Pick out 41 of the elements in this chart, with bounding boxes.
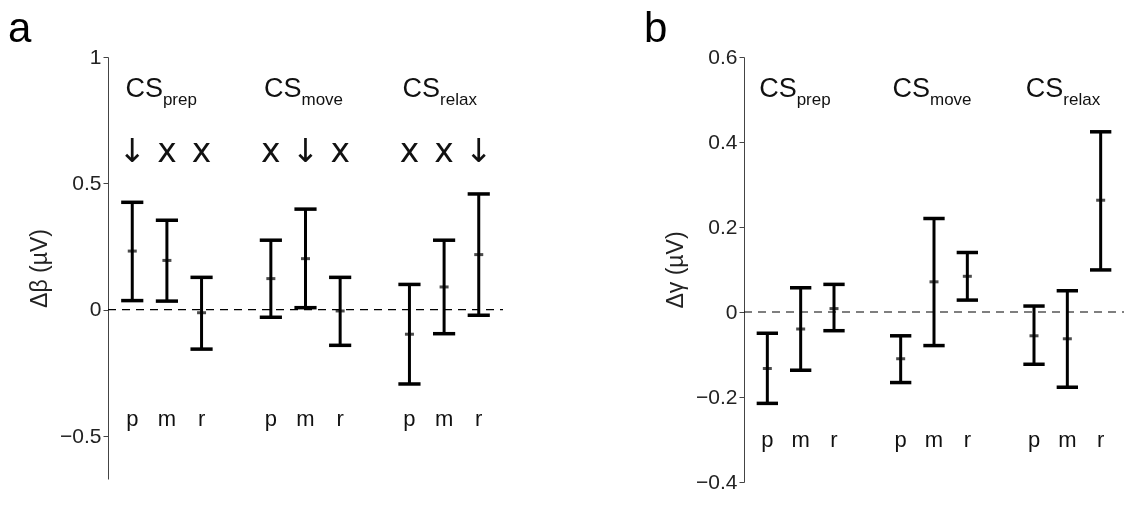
annotation: x — [399, 131, 420, 170]
annotation: x — [157, 131, 177, 170]
x-tick-label: m — [791, 427, 810, 452]
y-tick-label: 0.2 — [708, 214, 738, 238]
y-tick-label: 1 — [89, 44, 102, 68]
x-tick-label: p — [403, 406, 416, 431]
x-tick-label: m — [434, 406, 454, 431]
y-axis-title: Δγ (µV) — [662, 231, 689, 309]
y-tick-label: −0.5 — [60, 423, 102, 447]
annotation: x — [261, 131, 281, 170]
x-tick-label: r — [1097, 427, 1105, 452]
y-tick-label: 0.4 — [708, 129, 738, 153]
text: a — [8, 4, 32, 51]
x-tick-label: r — [336, 406, 344, 431]
x-tick-label: m — [157, 406, 177, 431]
x-tick-label: p — [894, 427, 907, 452]
x-tick-label: r — [963, 427, 971, 452]
annotation: ↓ — [291, 131, 320, 170]
x-tick-label: p — [264, 406, 277, 431]
y-tick-label: −0.4 — [696, 469, 738, 493]
annotation: x — [330, 131, 350, 170]
y-tick-label: −0.2 — [696, 384, 738, 408]
y-tick-label: 0 — [725, 299, 738, 323]
x-tick-label: p — [761, 427, 774, 452]
x-tick-label: m — [924, 427, 944, 452]
text: b — [644, 4, 668, 51]
x-tick-label: p — [1027, 427, 1041, 452]
x-tick-label: m — [1058, 427, 1077, 452]
x-tick-label: r — [475, 406, 483, 431]
x-tick-label: p — [126, 406, 139, 431]
annotation: x — [191, 131, 212, 170]
y-axis-title: Δβ (µV) — [26, 229, 53, 308]
y-tick-label: 0 — [89, 297, 102, 321]
y-tick-label: 0.5 — [72, 170, 102, 194]
x-tick-label: m — [296, 406, 315, 431]
x-tick-label: r — [197, 406, 206, 431]
annotation: x — [434, 131, 454, 170]
x-tick-label: r — [830, 427, 838, 452]
annotation: ↓ — [464, 131, 493, 170]
annotation: ↓ — [118, 131, 147, 170]
y-tick-label: 0.6 — [708, 44, 738, 68]
